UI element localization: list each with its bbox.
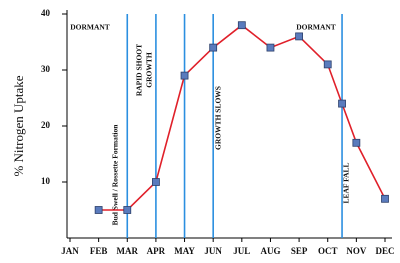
marker (338, 99, 346, 108)
y-axis-label: % Nitrogen Uptake (11, 75, 26, 176)
data-line (98, 24, 386, 211)
marker (152, 178, 160, 186)
x-tick-label: JUN (204, 246, 222, 256)
marker (352, 138, 361, 147)
x-tick-label: DEC (375, 246, 394, 256)
marker (381, 194, 389, 203)
x-tick-label: NOV (346, 246, 367, 256)
annotation: GROWTH (145, 52, 154, 88)
annotation: GROWTH SLOWS (214, 86, 223, 150)
x-tick-label: MAR (117, 246, 139, 256)
x-tick-label: FEB (90, 246, 108, 256)
marker (295, 32, 303, 41)
annotation: LEAF FALL (342, 162, 351, 203)
x-tick-label: APR (147, 246, 166, 256)
marker (180, 71, 189, 80)
marker (323, 60, 332, 69)
annotation: DORMANT (70, 23, 110, 32)
x-tick-label: AUG (260, 246, 280, 256)
marker (94, 206, 103, 214)
x-tick-label: OCT (318, 246, 338, 256)
marker (123, 206, 132, 214)
y-tick-label: 30 (41, 64, 51, 74)
marker (266, 43, 275, 52)
annotation: DORMANT (296, 23, 336, 32)
marker (209, 43, 218, 52)
y-tick-label: 40 (41, 8, 51, 18)
x-tick-label: SEP (291, 246, 308, 256)
x-tick-label: MAY (174, 246, 195, 256)
x-tick-label: JAN (61, 246, 79, 256)
y-tick-label: 20 (41, 120, 51, 130)
annotation: RAPID SHOOT (135, 44, 144, 96)
y-tick-label: 10 (41, 176, 51, 186)
marker (237, 21, 246, 30)
annotation: Bud Swell / Rossette Formation (111, 124, 120, 226)
x-tick-label: JUL (233, 246, 250, 256)
